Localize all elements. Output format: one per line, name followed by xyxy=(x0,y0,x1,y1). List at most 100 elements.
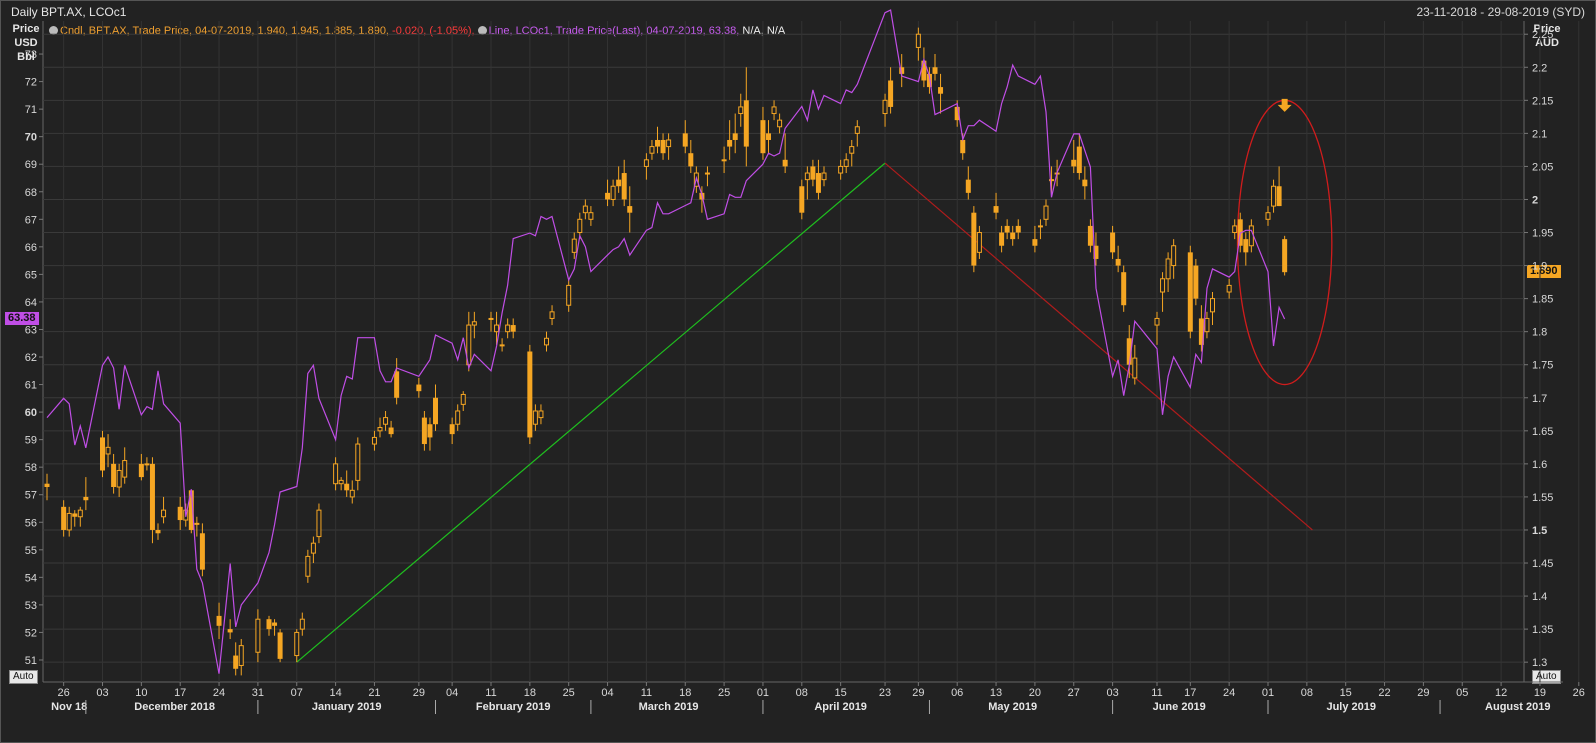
right-tick-label: 2.15 xyxy=(1532,95,1553,107)
candle-body-down xyxy=(965,179,971,193)
candle-body-up xyxy=(821,172,827,181)
candle-body-up xyxy=(105,446,111,455)
right-tick-label: 1.95 xyxy=(1532,228,1553,240)
candle-body-down xyxy=(1110,232,1116,253)
candle-body-up xyxy=(1165,258,1171,280)
candle-body-down xyxy=(277,632,283,659)
right-auto-scale-button[interactable]: Auto xyxy=(1532,670,1561,684)
candle-body-up xyxy=(849,146,855,154)
clock-icon[interactable] xyxy=(477,26,487,35)
x-tick-label: 03 xyxy=(96,687,108,699)
right-tick-label: 1.75 xyxy=(1532,360,1553,372)
axis-ticks: 1.3 1.35 1.4 1.45 1.5 1.55 1.6 1.65 1.7 1.75 1.8 1.… xyxy=(25,29,1585,714)
candle-body-up xyxy=(854,126,860,134)
candle-body-up xyxy=(1210,298,1215,313)
candle-body-down xyxy=(1004,225,1010,233)
x-tick-label: 24 xyxy=(1223,687,1235,699)
left-tick-label: 72 xyxy=(25,77,37,89)
x-tick-label: 23 xyxy=(879,687,891,699)
candle-body-down xyxy=(1082,179,1088,187)
candle-body-up xyxy=(1132,357,1138,379)
candle-body-up xyxy=(66,512,72,531)
candle-body-up xyxy=(1204,317,1210,333)
x-tick-label: 25 xyxy=(718,687,730,699)
month-label: December 2018 xyxy=(134,701,215,713)
candle-body-up xyxy=(77,509,83,518)
x-tick-label: 29 xyxy=(1417,687,1429,699)
right-tick-label: 2.05 xyxy=(1532,161,1553,173)
candle-body-up xyxy=(499,344,505,347)
candle-body-up xyxy=(460,393,466,405)
x-tick-label: 31 xyxy=(252,687,264,699)
candle-body-up xyxy=(882,99,888,115)
candle-body-up xyxy=(721,159,727,162)
left-tick-label: 63 xyxy=(25,324,37,336)
candle-body-up xyxy=(144,463,150,466)
right-tick-label: 1.65 xyxy=(1532,426,1553,438)
candle-body-down xyxy=(216,615,222,626)
candle-body-down xyxy=(616,179,622,187)
candle-body-up xyxy=(1049,179,1055,182)
candle-body-down xyxy=(605,192,611,200)
clock-icon[interactable] xyxy=(49,26,58,35)
candle-body-up xyxy=(571,238,577,253)
right-tick-label: 1.85 xyxy=(1532,294,1553,306)
x-tick-label: 04 xyxy=(601,687,613,699)
candle-body-down xyxy=(1087,225,1093,246)
left-tick-label: 55 xyxy=(25,545,37,557)
candle-body-down xyxy=(138,463,144,478)
candle-body-up xyxy=(532,410,538,425)
left-axis-title: Price USD Bbl xyxy=(9,22,43,64)
candle-body-down xyxy=(993,206,999,213)
candle-body-down xyxy=(1032,239,1038,246)
right-tick-label: 1.35 xyxy=(1532,624,1553,636)
brent-line xyxy=(46,9,1286,674)
candle-body-up xyxy=(161,509,167,518)
candle-body-down xyxy=(394,371,400,398)
down-arrow-icon xyxy=(1277,98,1292,112)
left-tick-label: 54 xyxy=(25,572,37,584)
candle-body-up xyxy=(355,443,361,481)
candle-body-down xyxy=(1115,258,1121,266)
candle-body-down xyxy=(111,463,117,488)
x-tick-label: 08 xyxy=(1301,687,1313,699)
month-label: July 2019 xyxy=(1326,701,1376,713)
candle-body-down xyxy=(815,173,821,193)
candlestick-series xyxy=(44,27,1288,676)
x-tick-label: 17 xyxy=(1184,687,1196,699)
candle-body-down xyxy=(1010,232,1016,240)
left-auto-scale-button[interactable]: Auto xyxy=(9,670,38,684)
candle-body-down xyxy=(766,133,771,140)
candle-body-down xyxy=(732,133,738,140)
left-axis-title-line: USD xyxy=(14,37,38,49)
candle-body-down xyxy=(416,384,422,392)
candle-body-up xyxy=(1154,317,1160,326)
x-tick-label: 13 xyxy=(990,687,1002,699)
left-tick-label: 59 xyxy=(25,435,37,447)
left-axis-title-line: Bbl xyxy=(17,51,35,63)
right-tick-label: 1.5 xyxy=(1532,525,1547,537)
candle-body-down xyxy=(810,166,816,180)
x-tick-label: 01 xyxy=(757,687,769,699)
candle-body-up xyxy=(1265,212,1271,220)
x-tick-label: 14 xyxy=(329,687,341,699)
candle-body-down xyxy=(743,100,749,147)
candle-body-down xyxy=(627,206,633,213)
candle-body-down xyxy=(760,120,766,154)
right-tick-label: 1.55 xyxy=(1532,492,1553,504)
candle-body-up xyxy=(1271,185,1277,207)
candle-body-down xyxy=(527,351,533,438)
candle-body-down xyxy=(421,417,427,445)
candle-body-up xyxy=(1232,225,1238,234)
month-label: June 2019 xyxy=(1153,701,1206,713)
left-tick-label: 71 xyxy=(25,104,37,116)
x-tick-label: 11 xyxy=(1151,687,1162,699)
x-tick-label: 12 xyxy=(1495,687,1507,699)
candle-body-down xyxy=(727,139,733,147)
left-tick-label: 62 xyxy=(25,352,37,364)
candle-body-up xyxy=(116,469,122,488)
left-tick-label: 70 xyxy=(25,132,37,144)
x-tick-label: 11 xyxy=(485,687,496,699)
